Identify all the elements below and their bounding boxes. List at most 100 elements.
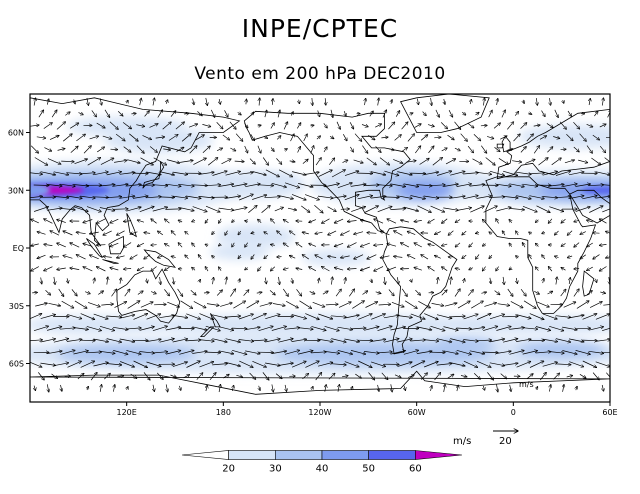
wind-vector (271, 244, 275, 245)
wind-vector (377, 326, 393, 332)
wind-vector (383, 197, 399, 198)
wind-vector (589, 206, 603, 213)
wind-vector (431, 97, 432, 106)
wind-vector (419, 158, 430, 165)
wind-vector (216, 122, 223, 129)
wind-vector (150, 292, 156, 294)
wind-vector (143, 372, 150, 380)
wind-vector (205, 244, 208, 245)
speed-shade (538, 183, 610, 198)
wind-vector (420, 135, 428, 141)
colorbar-segment (275, 450, 323, 460)
wind-vector (456, 328, 471, 329)
wind-vector (443, 326, 459, 331)
wind-vector (469, 350, 485, 354)
wind-vector (381, 137, 388, 138)
wind-vector (380, 255, 390, 258)
wind-vector (139, 327, 155, 331)
wind-vector (586, 291, 592, 295)
wind-vector (416, 326, 432, 330)
wind-vector (549, 385, 550, 392)
wind-vector (144, 254, 151, 259)
wind-vector (65, 112, 70, 116)
wind-vector (298, 183, 313, 187)
wind-vector (525, 159, 535, 164)
wind-vector (529, 232, 532, 234)
wind-vector (49, 136, 59, 140)
wind-vector (331, 170, 345, 178)
wind-vector (112, 326, 128, 329)
wind-vector (179, 385, 181, 391)
wind-vector (146, 361, 162, 367)
wind-vector (44, 244, 53, 245)
wind-vector (188, 124, 198, 128)
wind-vector (463, 196, 478, 200)
wind-vector (93, 338, 108, 342)
wind-vector (158, 231, 164, 236)
wind-vector (573, 146, 579, 152)
wind-vector (51, 373, 58, 379)
wind-vector (249, 372, 256, 379)
wind-vector (165, 266, 170, 270)
wind-vector (265, 339, 280, 343)
wind-vector (32, 292, 37, 293)
wind-vector (316, 136, 321, 140)
wind-vector (140, 302, 153, 308)
wind-vector (364, 327, 379, 331)
wind-vector (60, 350, 75, 355)
wind-vector (80, 195, 95, 198)
wind-vector (560, 289, 566, 297)
wind-vector (559, 121, 566, 130)
wind-vector (225, 230, 228, 236)
wind-vector (328, 373, 335, 380)
wind-vector (309, 267, 317, 272)
wind-vector (296, 268, 303, 269)
wind-vector (243, 290, 249, 296)
wind-vector (124, 289, 130, 297)
wind-vector (589, 98, 590, 106)
wind-vector (415, 146, 420, 154)
wind-vector (207, 158, 218, 166)
wind-vector (555, 171, 571, 176)
speed-shade (301, 249, 372, 266)
wind-vector (410, 173, 425, 174)
wind-vector (555, 338, 571, 343)
wind-vector (218, 326, 234, 331)
wind-vector (62, 134, 72, 142)
wind-vector (540, 372, 546, 381)
axis-labels: 60N 30N EQ 30S 60S 120E 180 120W 60W 0 60E (8, 129, 618, 418)
wind-vector (586, 145, 592, 154)
wind-vector (563, 100, 564, 103)
wind-vector (43, 123, 53, 129)
wind-vector (84, 292, 90, 294)
wind-vector (86, 206, 101, 212)
wind-vector (269, 290, 275, 295)
wind-vector (278, 195, 293, 199)
wind-vector (205, 267, 209, 272)
wind-vector (103, 256, 112, 257)
wind-vector (235, 133, 243, 142)
speed-shade (215, 224, 296, 249)
wind-vector (595, 171, 610, 175)
wind-vector (496, 351, 511, 354)
wind-vector (582, 340, 597, 341)
wind-vector (192, 185, 207, 186)
wind-vector (238, 339, 254, 342)
wind-vector (428, 267, 435, 272)
wind-vector (152, 352, 168, 353)
wind-vector (404, 300, 417, 309)
wind-vector (595, 314, 610, 320)
wind-vector (232, 220, 235, 223)
wind-vector (388, 149, 394, 151)
wind-vector (334, 268, 344, 271)
wind-vector (309, 243, 317, 247)
wind-vector (212, 256, 215, 259)
wind-vector (390, 209, 405, 210)
wind-vector (38, 110, 44, 118)
wind-vector (509, 268, 512, 270)
wind-vector (529, 173, 544, 174)
wind-vector (93, 363, 109, 367)
wind-vector (344, 110, 346, 116)
wind-vector (490, 277, 491, 284)
wind-vector (417, 205, 432, 213)
